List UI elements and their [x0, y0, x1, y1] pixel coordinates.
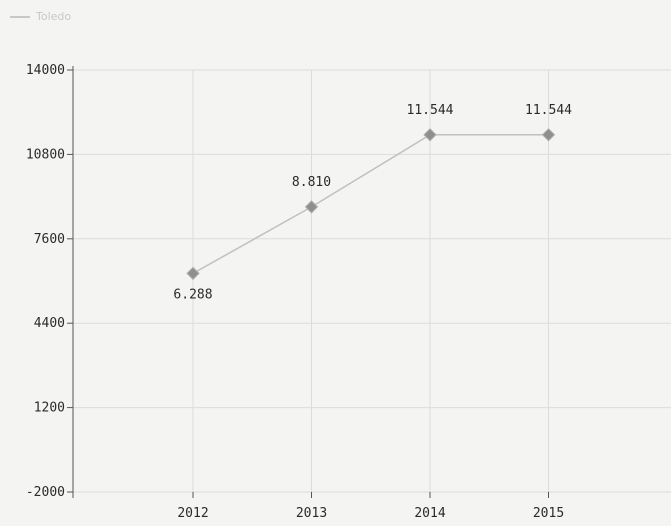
- data-point-marker: [541, 128, 556, 142]
- y-tick-label: 7600: [34, 232, 65, 247]
- data-label: 6.288: [173, 287, 212, 302]
- x-tick-label: 2015: [533, 506, 564, 521]
- x-tick-label: 2013: [296, 506, 327, 521]
- y-tick-label: 10800: [26, 147, 65, 162]
- data-label: 8.810: [292, 175, 331, 190]
- data-label: 11.544: [525, 103, 572, 118]
- y-tick-label: 4400: [34, 316, 65, 331]
- data-point-marker: [186, 266, 200, 281]
- series-line: [192, 134, 549, 275]
- y-tick-label: 1200: [34, 401, 65, 416]
- data-point-marker: [304, 200, 319, 214]
- x-tick-label: 2012: [177, 506, 208, 521]
- legend-label: Toledo: [36, 10, 72, 23]
- x-tick-label: 2014: [414, 506, 445, 521]
- data-label: 11.544: [407, 103, 454, 118]
- legend-swatch: [10, 15, 30, 18]
- y-tick-label: -2000: [26, 485, 65, 500]
- legend[interactable]: Toledo: [10, 10, 71, 23]
- y-tick-label: 14000: [26, 63, 65, 78]
- data-point-marker: [423, 128, 437, 142]
